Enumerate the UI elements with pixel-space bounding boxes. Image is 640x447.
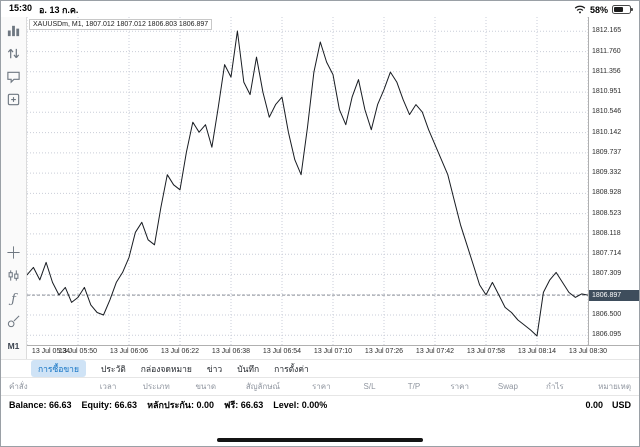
price-axis-label: 1808.928 <box>592 189 622 197</box>
column-header: ขนาด <box>195 382 217 391</box>
price-axis-label: 1810.142 <box>592 128 622 136</box>
price-axis-label: 1809.332 <box>592 169 622 177</box>
chart-plot[interactable] <box>27 17 588 345</box>
price-chart-svg <box>27 17 588 345</box>
quotes-icon <box>6 46 21 64</box>
price-axis-label: 1810.951 <box>592 88 622 96</box>
objects-button[interactable] <box>3 312 25 333</box>
tab-0[interactable]: การซื้อขาย <box>31 360 86 377</box>
account-summary: Balance: 66.63 Equity: 66.63 หลักประกัน: 0… <box>1 396 639 413</box>
price-axis-label: 1807.309 <box>592 270 622 278</box>
price-axis-label: 1811.356 <box>592 67 621 75</box>
status-time: 15:30 <box>9 2 33 13</box>
current-price-tag: 1806.897 <box>589 289 639 301</box>
tab-5[interactable]: การตั้งค่า <box>274 363 309 374</box>
time-axis-label: 13 Jul 06:54 <box>262 348 302 355</box>
price-axis-label: 1808.118 <box>592 229 621 237</box>
column-header: ราคา <box>311 382 331 391</box>
time-axis-label: 13 Jul 07:58 <box>466 348 506 355</box>
time-axis-label: 13 Jul 07:10 <box>313 348 353 355</box>
crosshair-icon <box>6 245 21 263</box>
account-profit: 0.00 USD <box>585 400 631 410</box>
time-axis-label: 13 Jul 06:38 <box>211 348 251 355</box>
column-header: กำไร <box>546 382 564 391</box>
messages-button[interactable] <box>3 67 25 88</box>
column-header: S/L <box>363 382 376 391</box>
time-axis-label: 13 Jul 08:14 <box>517 348 557 355</box>
column-header: สัญลักษณ์ <box>245 382 280 391</box>
price-axis-label: 1812.165 <box>592 27 622 35</box>
time-axis-label: 13 Jul 05:50 <box>58 348 98 355</box>
price-axis-label: 1808.523 <box>592 209 622 217</box>
account-field: Level: 0.00% <box>273 399 328 410</box>
column-header: Swap <box>497 382 518 391</box>
price-axis: 1806.897 1812.165 1811.760 1811.356 1810.95… <box>588 17 639 345</box>
bottom-tab-bar: การซื้อขาย ประวัติ กล่องจดหมาย ข่าว บันทึก กา… <box>1 359 639 378</box>
column-header: ราคา <box>450 382 469 391</box>
account-field: หลักประกัน: 0.00 <box>147 399 214 410</box>
price-axis-label: 1809.737 <box>592 148 622 156</box>
column-header: เวลา <box>99 382 117 391</box>
time-axis-label: 13 Jul 08:30 <box>568 348 608 355</box>
status-bar: 15:30 อ. 13 ก.ค. 58% <box>1 1 639 17</box>
indicators-icon: ƒ <box>11 292 16 307</box>
column-header: ประเภท <box>142 382 170 391</box>
profit-currency: USD <box>611 399 631 410</box>
status-date: อ. 13 ก.ค. <box>39 4 79 15</box>
timeframe-button[interactable]: M1 <box>3 335 25 356</box>
home-indicator[interactable] <box>217 438 423 442</box>
chart-panel: XAUUSDm, M1, 1807.012 1807.012 1806.803 … <box>27 17 639 359</box>
price-axis-label: 1807.714 <box>592 250 622 258</box>
trade-table-header: คำสั่ง เวลา ประเภท ขนาด สัญลักษณ์ ราคา S/L T/P ร… <box>1 378 639 396</box>
messages-icon <box>6 69 21 87</box>
column-header: T/P <box>407 382 421 391</box>
status-left: 15:30 อ. 13 ก.ค. <box>9 3 78 17</box>
account-field: ฟรี: 66.63 <box>223 399 264 410</box>
battery-percent: 58% <box>589 4 608 15</box>
chart-type-button[interactable] <box>3 266 25 287</box>
price-axis-label: 1806.095 <box>592 331 622 339</box>
account-field: Equity: 66.63 <box>81 399 138 410</box>
price-axis-label: 1810.546 <box>592 108 622 116</box>
status-right: 58% <box>574 4 633 16</box>
column-header: คำสั่ง <box>9 382 28 391</box>
profit-value: 0.00 <box>585 399 603 410</box>
charts-icon <box>6 23 21 41</box>
main-area: ƒ M1 XAUUSDm, M1, 1807.012 1807.012 1806… <box>1 17 639 359</box>
trade-button[interactable] <box>3 90 25 111</box>
time-axis-label: 13 Jul 07:26 <box>364 348 404 355</box>
indicators-button[interactable]: ƒ <box>3 289 25 310</box>
tab-1[interactable]: ประวัติ <box>100 363 126 374</box>
charts-button[interactable] <box>3 21 25 42</box>
time-axis-label: 13 Jul 06:22 <box>160 348 200 355</box>
time-axis-label: 13 Jul 05:34 <box>31 348 71 355</box>
battery-fill <box>614 7 623 12</box>
price-axis-label: 1806.500 <box>592 310 622 318</box>
chart-region: 1806.897 1812.165 1811.760 1811.356 1810.95… <box>27 17 639 345</box>
tab-3[interactable]: ข่าว <box>206 363 223 374</box>
time-axis-label: 13 Jul 07:42 <box>415 348 455 355</box>
quotes-button[interactable] <box>3 44 25 65</box>
battery-icon <box>612 5 633 14</box>
tab-2[interactable]: กล่องจดหมาย <box>140 363 192 374</box>
chart-info-ohlc: XAUUSDm, M1, 1807.012 1807.012 1806.803 … <box>29 19 213 30</box>
time-axis-label: 13 Jul 06:06 <box>109 348 149 355</box>
account-fields: Balance: 66.63 Equity: 66.63 หลักประกัน: 0… <box>9 398 337 412</box>
time-axis: 13 Jul 05:34 13 Jul 05:50 13 Jul 06:06 13 J… <box>27 345 639 359</box>
sidebar: ƒ M1 <box>1 17 27 359</box>
tab-4[interactable]: บันทึก <box>237 363 260 374</box>
wifi-icon <box>574 4 586 16</box>
account-field: Balance: 66.63 <box>9 399 72 410</box>
crosshair-button[interactable] <box>3 243 25 264</box>
objects-icon <box>6 314 21 332</box>
trade-icon <box>6 92 21 110</box>
chart-type-icon <box>6 268 21 286</box>
column-header: หมายเหตุ <box>598 382 632 391</box>
price-axis-label: 1811.760 <box>592 47 621 55</box>
